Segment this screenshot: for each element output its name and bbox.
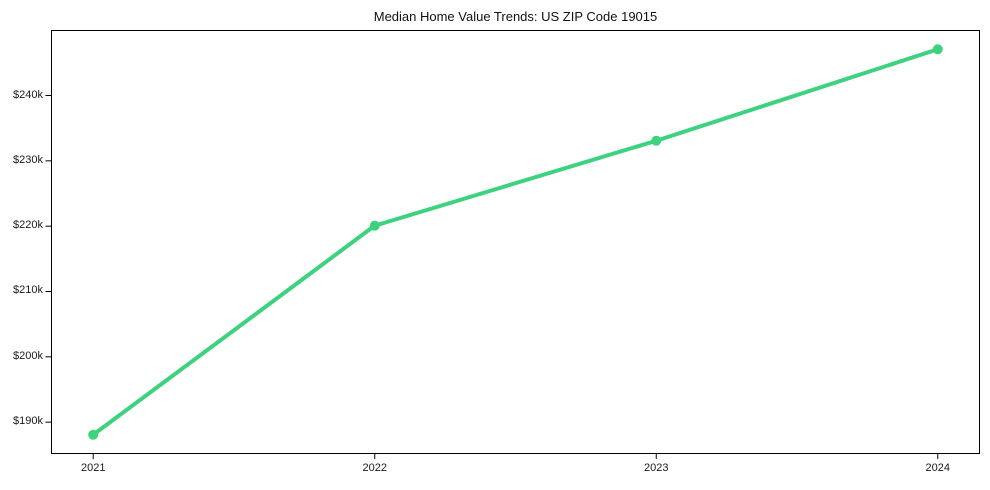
y-axis-tick-label: $220k <box>13 219 43 232</box>
y-axis-tick-label: $200k <box>13 349 43 362</box>
x-axis-tick-label: 2021 <box>80 462 106 474</box>
x-axis-tick-label: 2022 <box>362 462 387 474</box>
y-axis-tick-label: $240k <box>13 88 43 101</box>
x-axis-tick-label: 2024 <box>925 462 950 474</box>
data-point-marker <box>88 429 99 440</box>
y-axis-tick-label: $210k <box>13 284 43 297</box>
data-point-marker <box>932 44 943 55</box>
y-axis-tick-label: $190k <box>13 415 43 428</box>
data-point-marker <box>651 135 662 146</box>
trend-line <box>91 47 940 437</box>
plot-frame <box>51 30 980 454</box>
chart-title: Median Home Value Trends: US ZIP Code 19… <box>373 9 658 24</box>
data-point-marker <box>369 220 380 231</box>
x-axis-tick-label: 2023 <box>644 462 669 474</box>
y-axis-tick-label: $230k <box>13 153 43 166</box>
